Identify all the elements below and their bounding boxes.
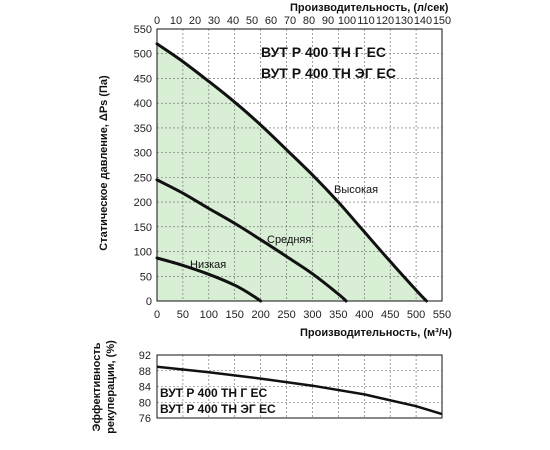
- curve-label-low: Низкая: [190, 259, 226, 271]
- efficiency-y-tick-label: 88: [139, 366, 151, 378]
- x-tick-label: 50: [177, 309, 189, 321]
- x2-tick-label: 110: [357, 15, 375, 27]
- y-tick-label: 100: [134, 247, 152, 259]
- curves: [155, 42, 428, 303]
- y-tick-label: 0: [146, 296, 152, 308]
- x2-tick-labels: 0 10 20 30 40 50 60 70 80 90 100 110 120 130 140 150: [154, 15, 451, 27]
- x2-tick-label: 50: [246, 15, 258, 27]
- y-tick-label: 450: [134, 73, 152, 85]
- efficiency-frame: [156, 354, 443, 419]
- x2-tick-label: 130: [395, 15, 413, 27]
- x2-tick-label: 60: [265, 15, 277, 27]
- x-tick-label: 450: [381, 309, 399, 321]
- x2-tick-label: 0: [154, 15, 160, 27]
- y-axis-title: Статическое давление, ΔPs (Па): [98, 75, 110, 251]
- x2-tick-label: 40: [227, 15, 239, 27]
- pressure-chart: 0 50 100 150 200 250 300 350 400 450 500 550 050100…: [98, 2, 452, 339]
- y-tick-label: 300: [134, 148, 152, 160]
- x-tick-label: 0: [154, 309, 160, 321]
- curve-medium: [155, 178, 348, 303]
- efficiency-curve: [156, 365, 443, 416]
- x-tick-label: 300: [303, 309, 321, 321]
- efficiency-y-tick-label: 80: [139, 397, 151, 409]
- efficiency-y-axis-title-line2: рекуперации, (%): [105, 340, 117, 434]
- x2-tick-label: 120: [376, 15, 394, 27]
- x-tick-label: 100: [200, 309, 218, 321]
- y-tick-label: 200: [134, 197, 152, 209]
- y-tick-label: 350: [134, 123, 152, 135]
- x-tick-label: 400: [355, 309, 373, 321]
- y-tick-labels: 0 50 100 150 200 250 300 350 400 450 500 550: [134, 24, 152, 308]
- x2-axis-title: Производительность, (л/сек): [290, 2, 449, 14]
- efficiency-line: [156, 365, 443, 416]
- efficiency-y-tick-label: 92: [139, 350, 151, 362]
- y-tick-label: 250: [134, 172, 152, 184]
- curve-label-high: Высокая: [334, 184, 378, 196]
- curve-low: [155, 256, 263, 303]
- x2-tick-label: 70: [284, 15, 296, 27]
- grid: [157, 29, 442, 301]
- efficiency-y-tick-label: 84: [139, 382, 151, 394]
- x-tick-label: 550: [433, 309, 451, 321]
- curve-label-medium: Средняя: [267, 234, 311, 246]
- x-tick-label: 500: [407, 309, 425, 321]
- efficiency-chart: 76 80 84 88 92 Эффективность рекуперации, (%…: [91, 340, 443, 434]
- chart-frame: [156, 28, 443, 302]
- x-tick-label: 200: [251, 309, 269, 321]
- y-tick-label: 50: [140, 271, 152, 283]
- x-tick-label: 150: [226, 309, 244, 321]
- x-tick-label: 250: [277, 309, 295, 321]
- y-tick-label: 400: [134, 98, 152, 110]
- efficiency-y-axis-title-line1: Эффективность: [91, 342, 103, 431]
- x-axis-title: Производительность, (м³/ч): [300, 327, 452, 339]
- x2-tick-label: 90: [322, 15, 334, 27]
- x2-tick-label: 100: [338, 15, 356, 27]
- x-tick-labels: 0 50 100 150 200 250 300 350 400 450 500 550: [154, 309, 451, 321]
- x2-tick-label: 140: [414, 15, 432, 27]
- curve-high: [155, 42, 428, 303]
- x2-tick-label: 150: [433, 15, 451, 27]
- model-name-2: ВУТ Р 400 ТН ЭГ ЕС: [261, 65, 396, 81]
- x-tick-label: 350: [329, 309, 347, 321]
- y-tick-label: 550: [134, 24, 152, 36]
- x2-tick-label: 80: [303, 15, 315, 27]
- x2-tick-label: 10: [170, 15, 182, 27]
- efficiency-y-tick-labels: 76 80 84 88 92: [139, 350, 151, 425]
- y-tick-label: 150: [134, 222, 152, 234]
- operating-area-fill: [157, 43, 427, 302]
- y-tick-label: 500: [134, 49, 152, 61]
- model-name-1: ВУТ Р 400 ТН Г ЕС: [261, 44, 386, 60]
- x2-tick-label: 30: [208, 15, 220, 27]
- efficiency-y-tick-label: 76: [139, 413, 151, 425]
- efficiency-model-name-2: ВУТ Р 400 ТН ЭГ ЕС: [160, 402, 276, 416]
- efficiency-model-name-1: ВУТ Р 400 ТН Г ЕС: [160, 386, 268, 400]
- x2-tick-label: 20: [189, 15, 201, 27]
